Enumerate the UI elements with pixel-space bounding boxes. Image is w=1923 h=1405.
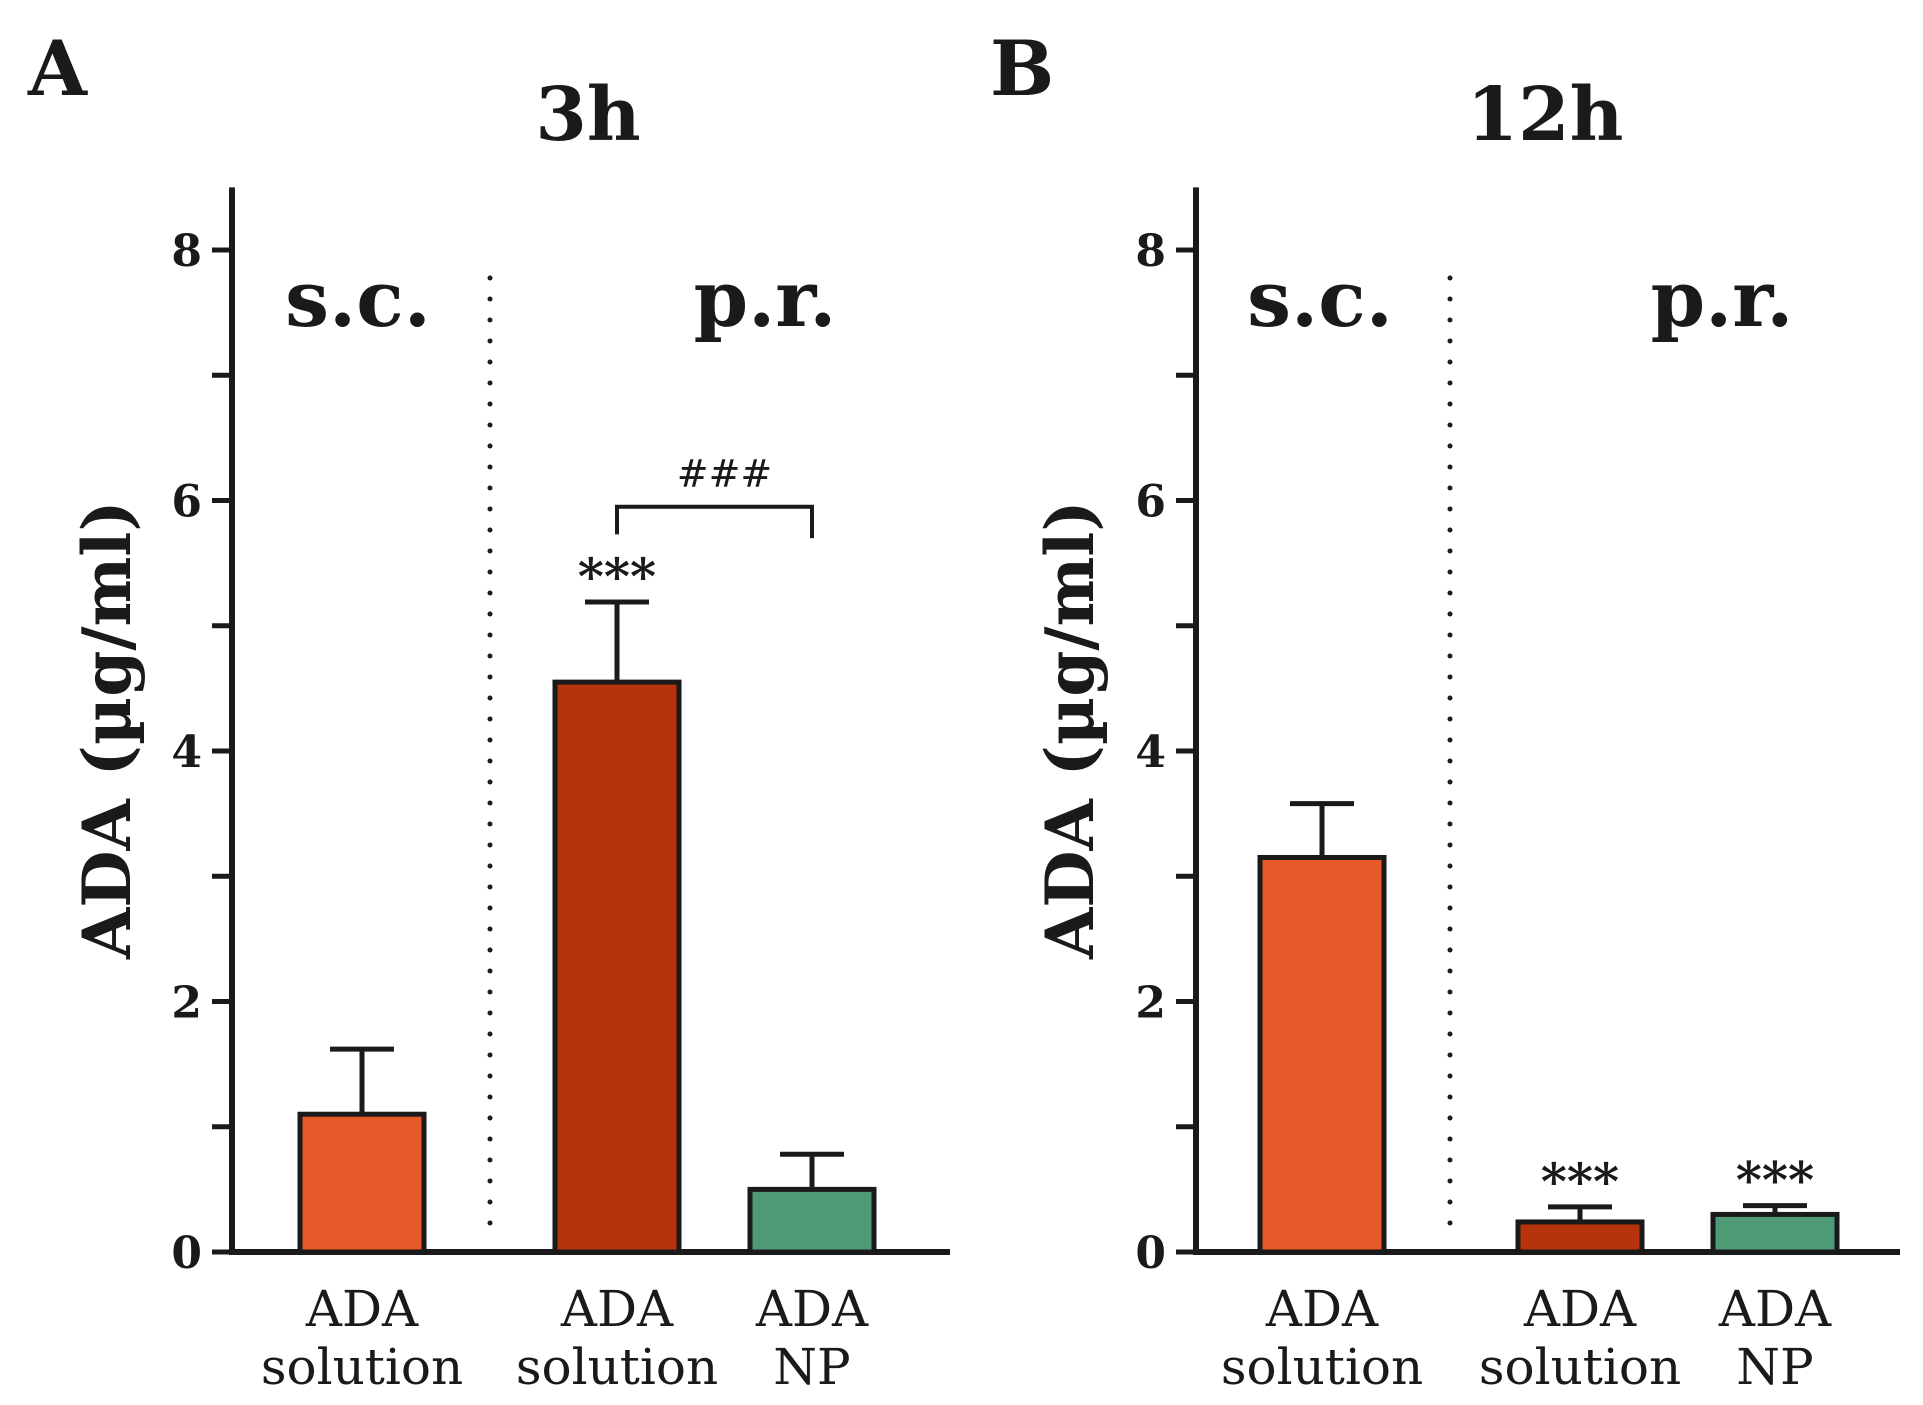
significance-marker: *** bbox=[578, 547, 656, 606]
y-axis-label: ADA (µg/ml) bbox=[68, 500, 146, 960]
bracket-label: ### bbox=[677, 452, 773, 496]
x-tick-label: ADA bbox=[1718, 1280, 1832, 1338]
bar bbox=[1710, 1211, 1840, 1255]
y-tick-label: 0 bbox=[171, 1228, 202, 1279]
group-label: p.r. bbox=[694, 254, 837, 345]
x-tick-label: NP bbox=[1736, 1338, 1813, 1396]
y-axis-label: ADA (µg/ml) bbox=[1031, 500, 1109, 960]
x-tick-label: ADA bbox=[305, 1280, 419, 1338]
bar bbox=[297, 1111, 427, 1255]
y-tick-label: 2 bbox=[1135, 978, 1166, 1029]
significance-marker: *** bbox=[1541, 1152, 1619, 1211]
bar bbox=[552, 679, 682, 1255]
x-tick-label: solution bbox=[1221, 1338, 1423, 1396]
y-tick-label: 6 bbox=[1135, 477, 1166, 528]
bar bbox=[1515, 1219, 1645, 1255]
x-tick-label: ADA bbox=[755, 1280, 869, 1338]
x-tick-label: solution bbox=[1479, 1338, 1681, 1396]
y-tick-label: 8 bbox=[171, 226, 202, 277]
group-label: s.c. bbox=[285, 254, 431, 345]
chart-title: 3h bbox=[535, 72, 640, 158]
chart-title: 12h bbox=[1467, 72, 1624, 158]
comparison-bracket bbox=[615, 504, 814, 539]
bar bbox=[1257, 854, 1387, 1255]
x-tick-label: ADA bbox=[1523, 1280, 1637, 1338]
y-tick-label: 8 bbox=[1135, 226, 1166, 277]
bar bbox=[747, 1186, 877, 1255]
group-label: s.c. bbox=[1247, 254, 1393, 345]
x-tick-label: solution bbox=[516, 1338, 718, 1396]
x-tick-label: ADA bbox=[1265, 1280, 1379, 1338]
y-tick-label: 2 bbox=[171, 978, 202, 1029]
panel-label: B bbox=[990, 24, 1054, 113]
x-tick-label: NP bbox=[773, 1338, 850, 1396]
significance-marker: *** bbox=[1736, 1151, 1814, 1210]
x-tick-label: solution bbox=[261, 1338, 463, 1396]
y-tick-label: 4 bbox=[171, 727, 202, 778]
y-tick-label: 0 bbox=[1135, 1228, 1166, 1279]
panel-label: A bbox=[27, 24, 88, 113]
y-tick-label: 4 bbox=[1135, 727, 1166, 778]
group-label: p.r. bbox=[1651, 254, 1794, 345]
y-tick-label: 6 bbox=[171, 477, 202, 528]
x-tick-label: ADA bbox=[560, 1280, 674, 1338]
